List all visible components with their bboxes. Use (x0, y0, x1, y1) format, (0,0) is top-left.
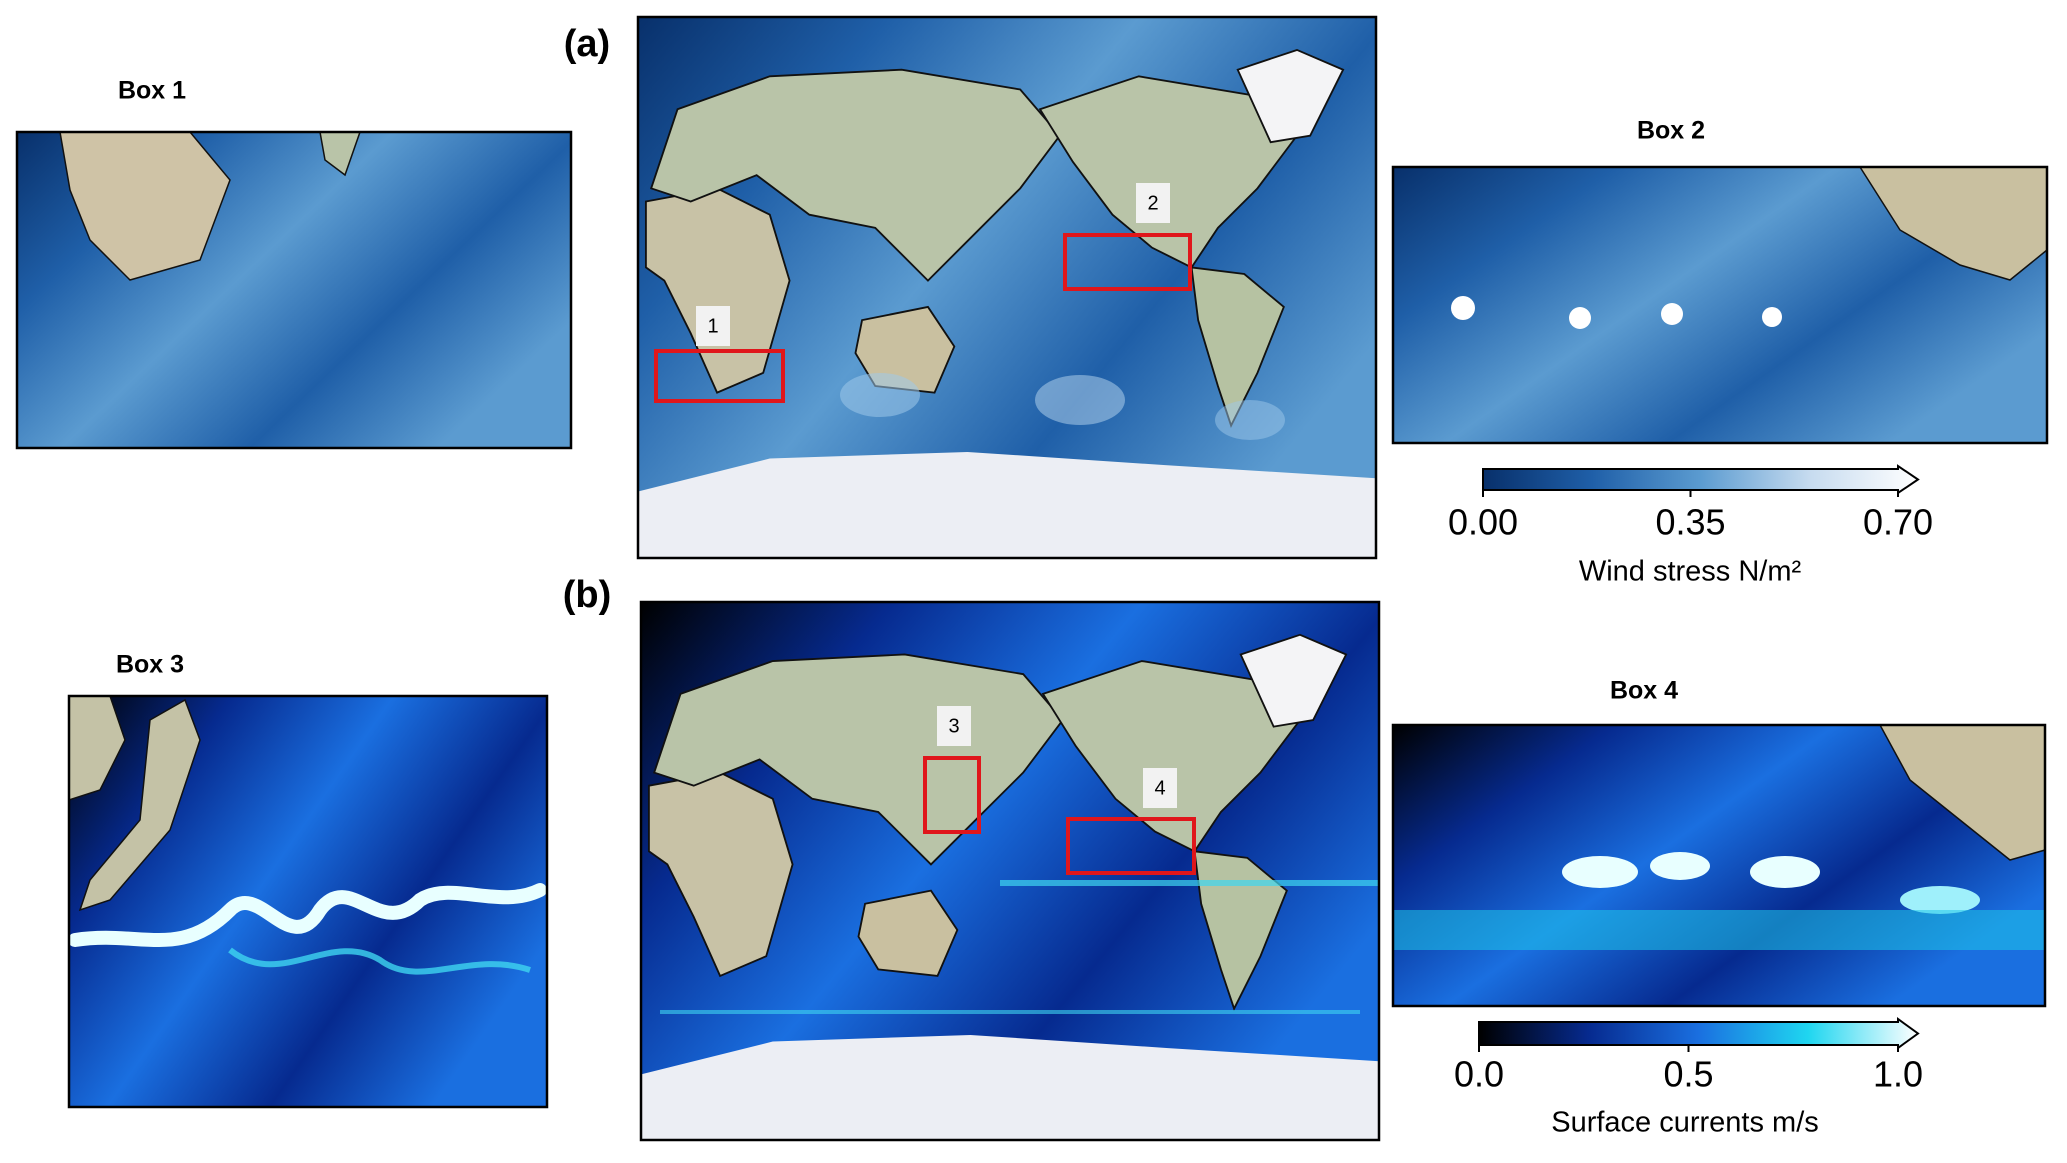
box-marker: 2 (1147, 192, 1158, 214)
panel-label: (b) (563, 574, 612, 616)
colorbar-tick-label: 0.0 (1454, 1054, 1504, 1095)
box-title: Box 1 (118, 77, 186, 105)
box-3-map (67, 694, 549, 1109)
box-marker: 3 (948, 715, 959, 737)
box-title: Box 3 (116, 651, 184, 679)
box-title: Box 4 (1610, 677, 1678, 705)
colorbar-body (1478, 1017, 1920, 1050)
map-b: 3 4 (639, 600, 1381, 1142)
panel-label: (a) (564, 23, 610, 65)
box-4-map (1391, 723, 2047, 1008)
colorbar-tick-label: 0.35 (1655, 502, 1725, 543)
box-marker: 1 (707, 315, 718, 337)
colorbar-label: Wind stress N/m² (1579, 556, 1802, 588)
colorbar-body (1482, 464, 1920, 495)
colorbar-label: Surface currents m/s (1551, 1107, 1819, 1139)
colorbar: 0.00 0.35 0.70 (1448, 464, 1933, 543)
box-2-map (1391, 165, 2049, 445)
colorbar: 0.0 0.5 1.0 (1454, 1017, 1923, 1095)
box-title: Box 2 (1637, 117, 1705, 145)
colorbar-tick-label: 0.5 (1663, 1054, 1713, 1095)
box-marker: 4 (1154, 777, 1165, 799)
colorbar-tick-label: 0.70 (1863, 502, 1933, 543)
box-1-map (15, 130, 573, 450)
colorbar-tick-label: 0.00 (1448, 502, 1518, 543)
colorbar-tick-label: 1.0 (1873, 1054, 1923, 1095)
map-a: 1 2 (636, 15, 1378, 560)
